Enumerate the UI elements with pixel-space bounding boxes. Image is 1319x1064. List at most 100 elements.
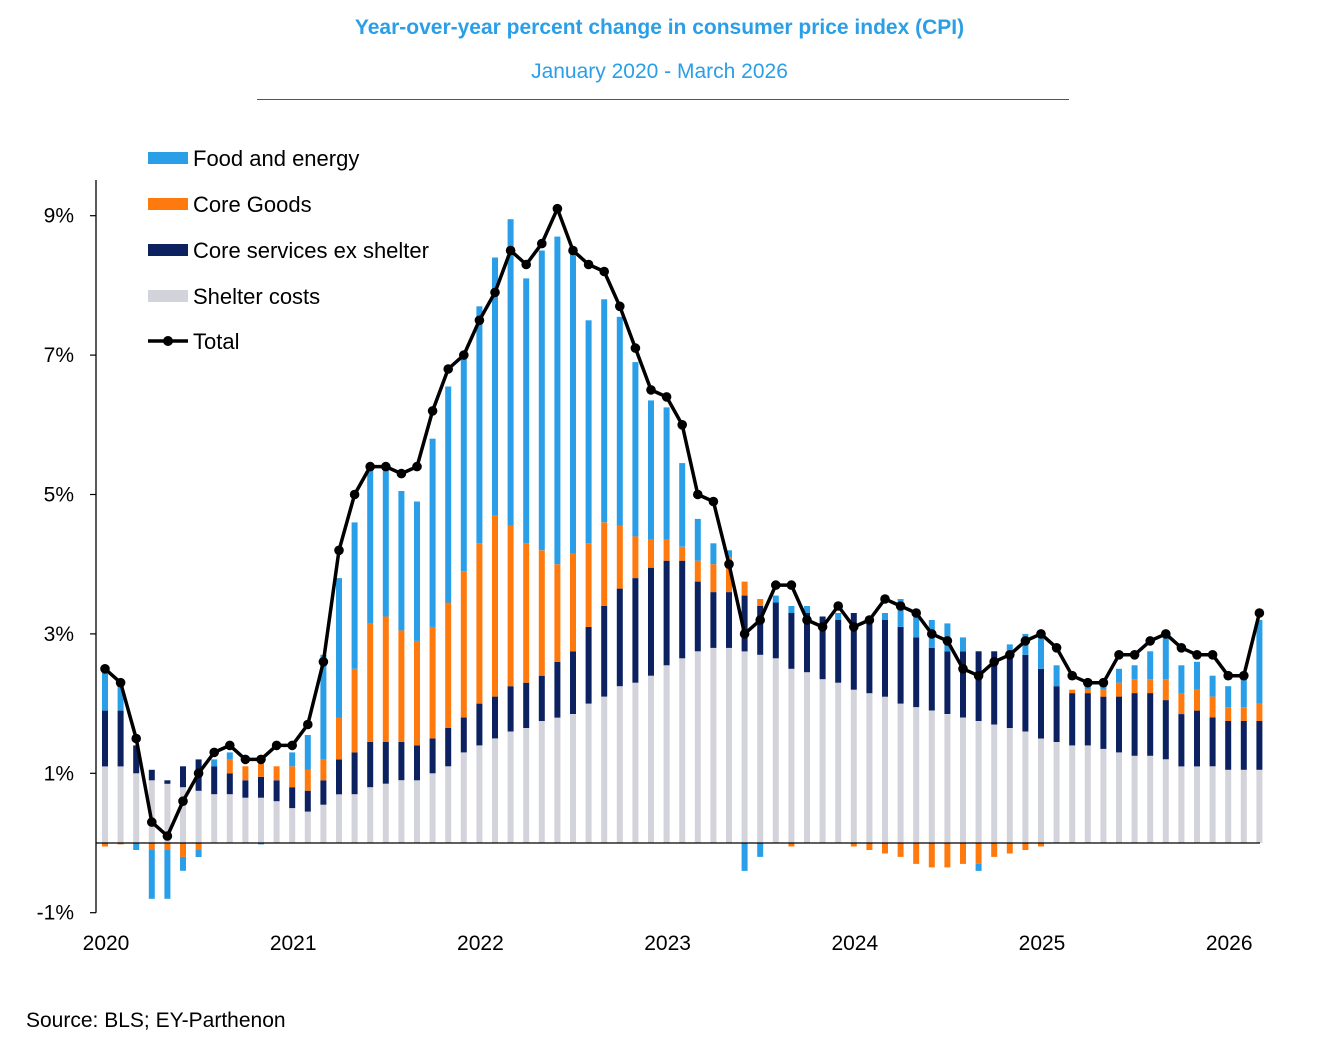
bar-segment-core-goods <box>320 759 327 781</box>
bar-segment-shelter-costs <box>445 766 452 843</box>
bar-segment-core-goods <box>866 843 873 850</box>
bar-segment-core-services-ex-shelter <box>928 647 935 711</box>
bar-segment-shelter-costs <box>757 654 764 843</box>
bar-segment-core-goods <box>882 843 888 854</box>
bar-segment-core-goods <box>195 843 202 850</box>
bar-segment-core-services-ex-shelter <box>554 661 561 718</box>
bar-segment-food-and-energy <box>710 543 717 565</box>
bar-segment-core-goods <box>148 843 155 850</box>
bar-segment-shelter-costs <box>507 731 514 843</box>
bar-segment-core-services-ex-shelter <box>819 616 826 680</box>
total-point <box>474 315 485 326</box>
total-point <box>193 768 204 779</box>
x-tick-label: 2022 <box>457 932 504 955</box>
total-point <box>1176 643 1187 653</box>
bar-segment-core-goods <box>304 769 311 791</box>
bar-segment-core-goods <box>538 550 545 676</box>
total-point <box>552 203 563 214</box>
axes-layer <box>90 180 1260 914</box>
bar-segment-core-services-ex-shelter <box>180 766 186 788</box>
bar-segment-core-services-ex-shelter <box>882 620 888 697</box>
bar-segment-shelter-costs <box>632 682 639 843</box>
bar-segment-core-goods <box>554 564 561 662</box>
bar-segment-core-goods <box>507 525 514 687</box>
bar-segment-food-and-energy <box>304 735 311 770</box>
bar-segment-core-services-ex-shelter <box>226 773 233 795</box>
bar-segment-core-services-ex-shelter <box>242 780 249 798</box>
bar-segment-shelter-costs <box>538 721 545 843</box>
bar-segment-core-goods <box>117 843 124 845</box>
bar-segment-core-services-ex-shelter <box>382 741 389 784</box>
bar-segment-core-services-ex-shelter <box>211 766 218 795</box>
bar-segment-core-services-ex-shelter <box>772 602 779 659</box>
bar-segment-core-services-ex-shelter <box>804 613 810 673</box>
bar-segment-food-and-energy <box>913 609 920 638</box>
bar-segment-shelter-costs <box>960 717 966 843</box>
bar-segment-shelter-costs <box>273 801 280 843</box>
tick-labels-layer: 9% 7% 5% 3% 1% -1% 2020 2021 2022 2023 2024 2025 202… <box>37 205 1253 955</box>
bar-segment-core-services-ex-shelter <box>476 703 483 746</box>
legend-swatch <box>148 198 188 210</box>
bar-segment-core-goods <box>1256 703 1263 721</box>
bar-segment-core-goods <box>1069 689 1076 694</box>
bar-segment-core-services-ex-shelter <box>1240 721 1247 770</box>
bar-segment-shelter-costs <box>398 780 405 843</box>
bar-segment-food-and-energy <box>523 278 530 544</box>
total-line-layer <box>100 203 1265 841</box>
bar-segment-core-services-ex-shelter <box>429 738 436 774</box>
bar-segment-core-goods <box>414 640 420 746</box>
total-point <box>209 747 219 758</box>
bar-segment-core-goods <box>694 560 701 582</box>
total-point <box>240 754 251 765</box>
bar-segment-shelter-costs <box>226 794 233 843</box>
total-point <box>880 594 890 604</box>
bar-segment-shelter-costs <box>928 710 935 843</box>
bar-segment-shelter-costs <box>897 703 904 843</box>
bar-segment-core-services-ex-shelter <box>320 780 327 805</box>
bar-segment-food-and-energy <box>648 400 654 540</box>
bars-layer <box>102 219 1263 899</box>
bar-segment-core-services-ex-shelter <box>1038 668 1044 739</box>
total-point <box>1207 650 1218 660</box>
bar-segment-core-services-ex-shelter <box>866 616 873 694</box>
bar-segment-shelter-costs <box>258 797 264 843</box>
bar-segment-shelter-costs <box>1147 755 1154 843</box>
total-point <box>1192 650 1202 660</box>
bar-segment-shelter-costs <box>913 707 920 843</box>
y-tick-label: 3% <box>44 623 74 646</box>
bar-segment-core-services-ex-shelter <box>336 759 342 795</box>
bar-segment-core-goods <box>460 571 467 718</box>
bar-segment-shelter-costs <box>180 787 186 843</box>
total-point <box>755 615 765 625</box>
bar-segment-shelter-costs <box>585 703 592 843</box>
bar-segment-core-goods <box>273 766 280 781</box>
bar-segment-core-services-ex-shelter <box>570 651 576 714</box>
bar-segment-shelter-costs <box>835 682 842 843</box>
bar-segment-food-and-energy <box>148 850 155 899</box>
y-tick-label: 9% <box>44 205 74 228</box>
bar-segment-core-goods <box>492 515 498 697</box>
bar-segment-shelter-costs <box>1225 769 1232 843</box>
bar-segment-core-services-ex-shelter <box>960 651 966 718</box>
bar-segment-food-and-energy <box>1006 644 1013 652</box>
bar-segment-food-and-energy <box>1038 633 1044 669</box>
total-point <box>1005 650 1015 660</box>
total-point <box>1223 670 1233 681</box>
bar-segment-food-and-energy <box>835 613 842 620</box>
bar-segment-core-goods <box>367 623 374 742</box>
bar-segment-shelter-costs <box>819 679 826 843</box>
bar-segment-core-goods <box>679 546 686 561</box>
bar-segment-core-goods <box>726 557 732 593</box>
total-point <box>381 461 391 472</box>
bar-segment-food-and-energy <box>180 856 186 871</box>
bar-segment-shelter-costs <box>710 647 717 843</box>
bar-segment-shelter-costs <box>804 672 810 843</box>
bar-segment-food-and-energy <box>476 306 483 544</box>
bar-segment-core-services-ex-shelter <box>710 592 717 648</box>
bar-segment-core-services-ex-shelter <box>850 613 857 690</box>
total-point <box>396 468 407 479</box>
bar-segment-shelter-costs <box>1209 766 1216 843</box>
bar-segment-shelter-costs <box>102 766 108 843</box>
bar-segment-core-services-ex-shelter <box>694 581 701 652</box>
chart-title: Year-over-year percent change in consume… <box>354 16 965 39</box>
